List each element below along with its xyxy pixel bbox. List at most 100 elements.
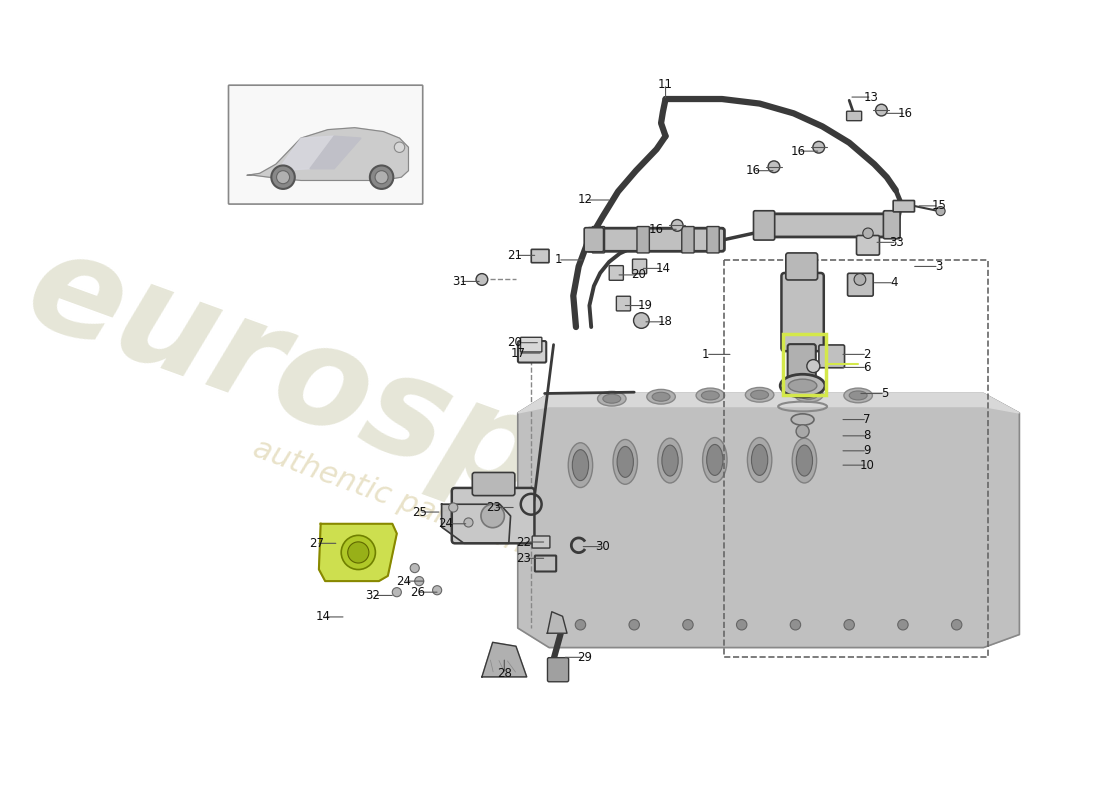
- FancyBboxPatch shape: [788, 344, 816, 382]
- Text: 18: 18: [658, 315, 673, 328]
- Circle shape: [476, 274, 487, 286]
- Ellipse shape: [703, 438, 727, 482]
- Circle shape: [449, 503, 458, 512]
- Polygon shape: [548, 612, 566, 634]
- FancyBboxPatch shape: [584, 228, 604, 252]
- Circle shape: [464, 518, 473, 527]
- Text: 2: 2: [864, 348, 871, 361]
- Circle shape: [272, 166, 295, 189]
- Text: 4: 4: [890, 276, 898, 290]
- Circle shape: [790, 619, 801, 630]
- Circle shape: [671, 219, 683, 231]
- Text: 32: 32: [365, 589, 381, 602]
- FancyBboxPatch shape: [637, 226, 649, 253]
- FancyBboxPatch shape: [587, 228, 725, 251]
- Text: 26: 26: [410, 586, 425, 598]
- Text: 16: 16: [746, 164, 761, 177]
- Text: 14: 14: [656, 262, 670, 275]
- Ellipse shape: [791, 414, 814, 426]
- Ellipse shape: [747, 438, 772, 482]
- Circle shape: [796, 425, 810, 438]
- Ellipse shape: [800, 390, 817, 399]
- Text: 33: 33: [889, 236, 904, 249]
- Ellipse shape: [792, 438, 816, 483]
- Text: 15: 15: [932, 199, 946, 212]
- Ellipse shape: [794, 387, 823, 402]
- Text: 3: 3: [935, 260, 943, 273]
- Ellipse shape: [751, 445, 768, 475]
- FancyBboxPatch shape: [532, 536, 550, 548]
- Circle shape: [952, 619, 961, 630]
- FancyBboxPatch shape: [754, 210, 774, 240]
- Circle shape: [737, 619, 747, 630]
- FancyBboxPatch shape: [893, 201, 914, 212]
- Ellipse shape: [849, 391, 867, 400]
- Ellipse shape: [662, 445, 679, 476]
- Polygon shape: [518, 394, 1020, 413]
- FancyBboxPatch shape: [848, 274, 873, 296]
- Ellipse shape: [603, 394, 620, 403]
- Ellipse shape: [746, 387, 774, 402]
- FancyBboxPatch shape: [707, 226, 719, 253]
- Text: 6: 6: [864, 361, 871, 374]
- FancyBboxPatch shape: [452, 488, 535, 543]
- Text: eurospares: eurospares: [10, 219, 882, 646]
- Ellipse shape: [613, 439, 638, 484]
- Text: 24: 24: [396, 574, 411, 588]
- FancyBboxPatch shape: [531, 250, 549, 262]
- FancyBboxPatch shape: [520, 338, 542, 352]
- Circle shape: [629, 619, 639, 630]
- FancyBboxPatch shape: [847, 111, 861, 121]
- Text: authentic parts since 1985: authentic parts since 1985: [249, 434, 644, 601]
- Ellipse shape: [652, 392, 670, 402]
- Text: 28: 28: [497, 667, 512, 680]
- Circle shape: [410, 563, 419, 573]
- Text: 22: 22: [517, 535, 531, 549]
- Text: 25: 25: [411, 506, 427, 518]
- Text: 16: 16: [791, 145, 805, 158]
- Circle shape: [634, 313, 649, 328]
- Text: 27: 27: [309, 537, 323, 550]
- FancyBboxPatch shape: [548, 658, 569, 682]
- Text: 8: 8: [864, 430, 871, 442]
- Text: 17: 17: [510, 346, 525, 359]
- Ellipse shape: [780, 374, 825, 397]
- Text: 7: 7: [864, 413, 871, 426]
- Text: 31: 31: [452, 275, 468, 288]
- FancyBboxPatch shape: [616, 296, 630, 311]
- Polygon shape: [482, 642, 527, 677]
- Polygon shape: [310, 136, 361, 169]
- Ellipse shape: [706, 445, 723, 475]
- Text: 12: 12: [578, 194, 593, 206]
- FancyBboxPatch shape: [883, 210, 900, 238]
- Text: 13: 13: [865, 90, 879, 103]
- Circle shape: [394, 142, 405, 153]
- FancyBboxPatch shape: [781, 273, 824, 351]
- Text: 9: 9: [864, 444, 871, 458]
- Circle shape: [862, 228, 873, 238]
- Ellipse shape: [696, 388, 725, 402]
- Ellipse shape: [617, 446, 634, 478]
- Ellipse shape: [844, 388, 872, 402]
- Bar: [783, 334, 826, 395]
- Ellipse shape: [597, 391, 626, 406]
- Circle shape: [415, 577, 424, 586]
- Circle shape: [854, 274, 866, 286]
- Text: 24: 24: [439, 518, 453, 530]
- FancyBboxPatch shape: [609, 266, 624, 280]
- Circle shape: [481, 504, 505, 528]
- FancyBboxPatch shape: [632, 259, 647, 274]
- Circle shape: [370, 166, 394, 189]
- FancyBboxPatch shape: [592, 226, 605, 253]
- FancyBboxPatch shape: [472, 473, 515, 496]
- Ellipse shape: [750, 390, 769, 399]
- Circle shape: [898, 619, 909, 630]
- Polygon shape: [441, 504, 510, 543]
- Bar: [724, 260, 988, 658]
- Polygon shape: [319, 524, 397, 581]
- Polygon shape: [518, 394, 1020, 647]
- FancyBboxPatch shape: [682, 226, 694, 253]
- Text: 16: 16: [649, 223, 664, 236]
- Text: 14: 14: [316, 610, 331, 623]
- Text: 23: 23: [517, 552, 531, 565]
